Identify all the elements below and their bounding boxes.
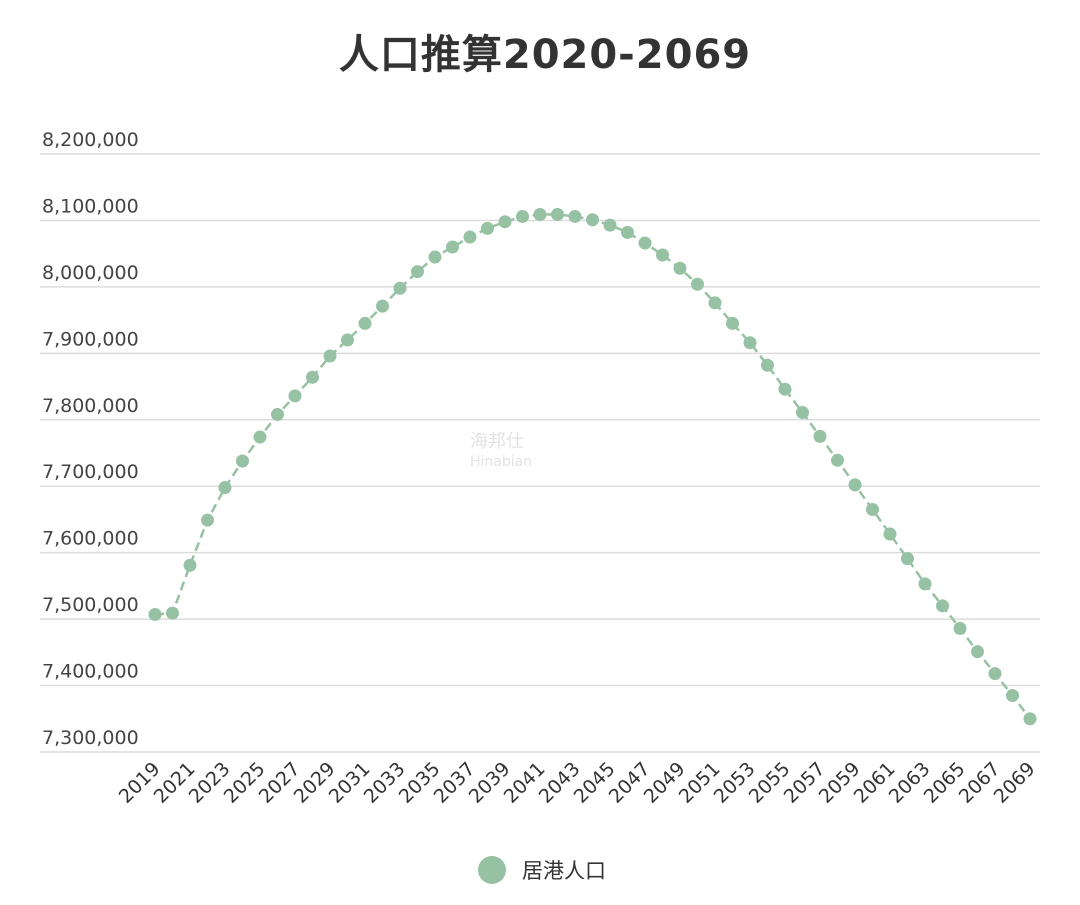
series-population bbox=[148, 207, 1037, 726]
data-point bbox=[341, 333, 354, 347]
chart-title: 人口推算2020-2069 bbox=[338, 32, 752, 78]
data-point bbox=[971, 645, 984, 659]
data-point bbox=[533, 207, 547, 221]
data-point bbox=[166, 606, 179, 620]
data-point bbox=[498, 215, 512, 229]
data-point bbox=[218, 481, 232, 495]
y-tick-label: 7,700,000 bbox=[42, 461, 139, 483]
y-tick-label: 7,500,000 bbox=[42, 594, 139, 616]
data-point bbox=[761, 358, 774, 372]
series-line bbox=[154, 213, 1031, 720]
legend-label: 居港人口 bbox=[522, 859, 606, 883]
data-point bbox=[306, 370, 319, 384]
data-point bbox=[568, 209, 582, 223]
y-tick-label: 7,900,000 bbox=[42, 328, 139, 350]
data-point bbox=[271, 407, 284, 421]
data-point bbox=[551, 207, 564, 221]
data-point bbox=[253, 430, 267, 444]
data-point bbox=[446, 240, 459, 254]
data-point bbox=[848, 478, 862, 492]
data-point bbox=[988, 667, 1002, 681]
watermark-subtext: Hinabian bbox=[470, 454, 533, 470]
y-tick-label: 7,600,000 bbox=[42, 528, 139, 550]
y-tick-label: 7,300,000 bbox=[42, 727, 139, 749]
data-point bbox=[586, 213, 599, 227]
data-point bbox=[638, 236, 652, 250]
watermark-text: 海邦仕 bbox=[470, 431, 524, 452]
data-point bbox=[516, 209, 529, 223]
y-tick-label: 7,800,000 bbox=[42, 395, 139, 417]
data-point bbox=[236, 454, 249, 468]
data-point bbox=[288, 389, 302, 403]
data-point bbox=[743, 336, 757, 350]
legend-swatch bbox=[478, 856, 506, 884]
data-point bbox=[936, 599, 949, 613]
data-point bbox=[866, 502, 879, 516]
data-point bbox=[481, 221, 494, 235]
y-tick-label: 8,100,000 bbox=[42, 195, 139, 217]
y-tick-label: 8,200,000 bbox=[42, 129, 139, 151]
data-point bbox=[376, 299, 389, 313]
data-point bbox=[393, 281, 407, 295]
x-axis-ticks: 2019202120232025202720292031203320352037… bbox=[115, 758, 1040, 808]
x-tick-label: 2069 bbox=[990, 758, 1040, 808]
data-point bbox=[323, 349, 337, 363]
data-point bbox=[813, 429, 827, 443]
data-point bbox=[603, 218, 617, 232]
data-point bbox=[428, 250, 442, 264]
data-point bbox=[183, 558, 197, 572]
legend: 居港人口 bbox=[0, 855, 1080, 885]
data-point bbox=[1006, 689, 1019, 703]
data-point bbox=[918, 577, 932, 591]
data-point bbox=[726, 316, 739, 330]
data-point bbox=[1023, 712, 1037, 726]
data-point bbox=[831, 453, 844, 467]
data-point bbox=[656, 248, 669, 262]
gridlines bbox=[40, 153, 1040, 753]
data-point bbox=[778, 382, 792, 396]
y-axis-ticks: 8,200,000 8,100,000 8,000,000 7,900,000 7,80… bbox=[42, 129, 139, 749]
data-point bbox=[621, 225, 634, 239]
data-point bbox=[673, 261, 687, 275]
data-point bbox=[691, 277, 704, 291]
data-point bbox=[953, 621, 967, 635]
data-point bbox=[358, 316, 372, 330]
data-point bbox=[796, 405, 809, 419]
data-point bbox=[201, 513, 214, 527]
data-point bbox=[411, 265, 424, 279]
data-point bbox=[901, 552, 914, 566]
watermark: 海邦仕 Hinabian bbox=[470, 432, 532, 472]
data-point bbox=[148, 607, 162, 621]
data-point bbox=[463, 230, 477, 244]
data-point bbox=[883, 527, 897, 541]
data-point bbox=[708, 296, 722, 310]
y-tick-label: 7,400,000 bbox=[42, 661, 139, 683]
y-tick-label: 8,000,000 bbox=[42, 262, 139, 284]
